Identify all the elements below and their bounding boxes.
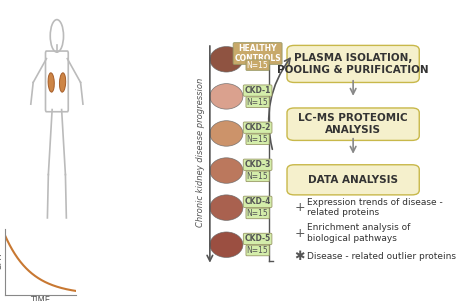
Text: N=15: N=15 bbox=[247, 98, 268, 107]
Ellipse shape bbox=[210, 121, 243, 146]
Ellipse shape bbox=[210, 84, 243, 109]
Ellipse shape bbox=[48, 73, 55, 92]
Text: DATA ANALYSIS: DATA ANALYSIS bbox=[308, 175, 398, 185]
Text: Expression trends of disease -
related proteins: Expression trends of disease - related p… bbox=[307, 198, 443, 217]
Text: Enrichment analysis of
biological pathways: Enrichment analysis of biological pathwa… bbox=[307, 223, 410, 243]
Ellipse shape bbox=[59, 73, 66, 92]
Text: +: + bbox=[294, 227, 305, 240]
Text: N=15: N=15 bbox=[247, 246, 268, 255]
Text: Chronic kidney disease progression: Chronic kidney disease progression bbox=[196, 77, 205, 227]
Text: Disease - related outlier proteins: Disease - related outlier proteins bbox=[307, 252, 456, 261]
Text: CKD-4: CKD-4 bbox=[245, 197, 271, 206]
Text: N=15: N=15 bbox=[247, 135, 268, 144]
Text: LC-MS PROTEOMIC
ANALYSIS: LC-MS PROTEOMIC ANALYSIS bbox=[298, 113, 408, 135]
Ellipse shape bbox=[210, 232, 243, 257]
Y-axis label: GFR: GFR bbox=[0, 253, 3, 271]
X-axis label: TIME: TIME bbox=[30, 296, 50, 301]
Text: ✱: ✱ bbox=[295, 250, 305, 263]
Text: CKD-1: CKD-1 bbox=[245, 86, 271, 95]
Text: +: + bbox=[294, 201, 305, 214]
Text: N=15: N=15 bbox=[247, 209, 268, 218]
Text: N=15: N=15 bbox=[247, 61, 268, 70]
Ellipse shape bbox=[210, 195, 243, 220]
Ellipse shape bbox=[210, 158, 243, 183]
Text: CKD-5: CKD-5 bbox=[245, 234, 271, 244]
Text: CKD-2: CKD-2 bbox=[245, 123, 271, 132]
Text: CKD-3: CKD-3 bbox=[245, 160, 271, 169]
Text: N=15: N=15 bbox=[247, 172, 268, 181]
Text: PLASMA ISOLATION,
POOLING & PURIFICATION: PLASMA ISOLATION, POOLING & PURIFICATION bbox=[277, 53, 429, 75]
FancyBboxPatch shape bbox=[287, 165, 419, 195]
Ellipse shape bbox=[210, 47, 243, 72]
FancyBboxPatch shape bbox=[287, 45, 419, 82]
FancyBboxPatch shape bbox=[287, 108, 419, 141]
Text: HEALTHY
CONTROLS: HEALTHY CONTROLS bbox=[234, 44, 281, 63]
